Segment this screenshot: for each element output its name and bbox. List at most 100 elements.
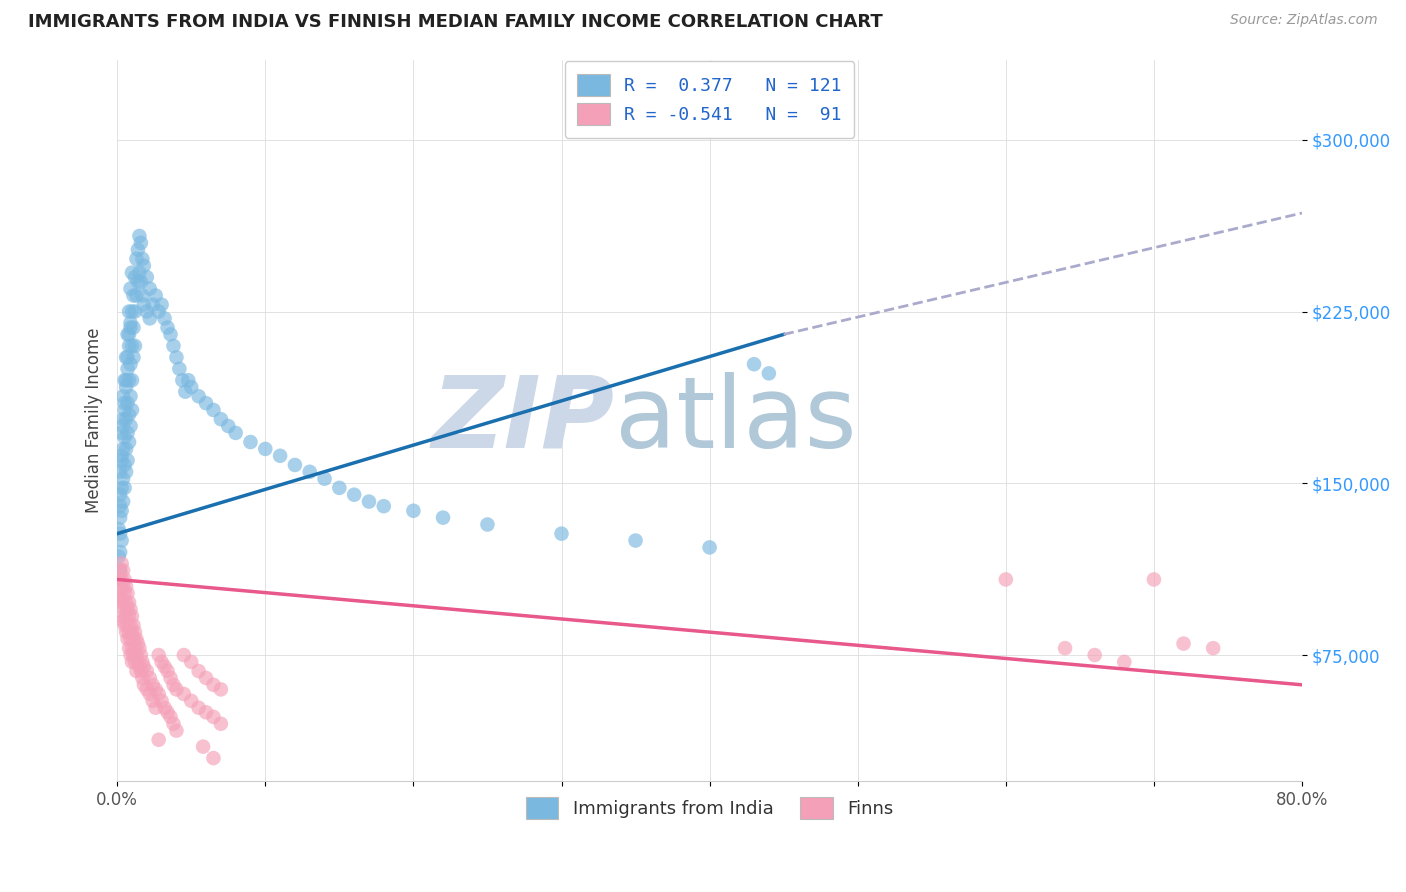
Point [180,655,202,669]
Point [114,458,136,472]
Point [1114,655,1136,669]
Point [173,648,195,662]
Point [624,533,647,548]
Point [121,655,143,669]
Point [269,449,291,463]
Point [120,419,142,434]
Point [118,625,141,640]
Point [129,275,152,289]
Point [118,408,141,422]
Point [139,671,162,685]
Point [108,595,131,609]
Point [115,373,138,387]
Point [124,270,146,285]
Point [112,419,135,434]
Point [111,425,134,440]
Point [209,412,232,426]
Point [131,288,153,302]
Point [117,327,139,342]
Point [108,545,131,559]
Point [115,412,138,426]
Point [254,442,277,456]
Point [107,573,129,587]
Point [112,442,135,456]
Point [114,481,136,495]
Point [120,618,142,632]
Point [122,351,145,365]
Point [156,706,179,720]
Point [432,510,454,524]
Point [328,481,350,495]
Point [128,659,150,673]
Point [107,573,129,587]
Point [174,384,197,399]
Point [132,678,155,692]
Point [135,664,157,678]
Point [118,641,141,656]
Point [159,710,181,724]
Point [114,586,136,600]
Point [165,682,187,697]
Point [135,304,157,318]
Point [118,304,141,318]
Point [112,595,135,609]
Point [117,453,139,467]
Point [112,614,135,628]
Point [118,435,141,450]
Point [125,288,148,302]
Point [114,602,136,616]
Point [124,625,146,640]
Point [129,235,152,250]
Point [1173,637,1195,651]
Point [127,275,149,289]
Point [195,706,218,720]
Point [1054,641,1077,656]
Point [191,739,214,754]
Point [117,632,139,646]
Point [180,380,202,394]
Point [111,591,134,605]
Point [139,311,162,326]
Point [195,396,218,410]
Point [108,499,131,513]
Point [117,396,139,410]
Point [118,339,141,353]
Point [142,678,165,692]
Point [169,361,191,376]
Point [125,252,148,266]
Point [209,682,232,697]
Point [122,288,145,302]
Point [122,648,145,662]
Point [121,304,143,318]
Point [165,723,187,738]
Point [120,602,142,616]
Point [148,648,170,662]
Point [121,609,143,624]
Point [159,327,181,342]
Point [153,659,176,673]
Point [758,367,780,381]
Point [127,655,149,669]
Point [112,389,135,403]
Point [131,655,153,669]
Point [132,259,155,273]
Point [131,252,153,266]
Point [314,472,336,486]
Point [162,678,184,692]
Point [115,625,138,640]
Legend: Immigrants from India, Finns: Immigrants from India, Finns [519,789,901,826]
Point [111,504,134,518]
Point [125,648,148,662]
Point [120,632,142,646]
Point [122,632,145,646]
Point [117,586,139,600]
Point [357,494,380,508]
Point [150,655,173,669]
Point [118,327,141,342]
Point [145,700,167,714]
Point [162,716,184,731]
Point [117,351,139,365]
Point [148,732,170,747]
Point [159,671,181,685]
Point [187,700,209,714]
